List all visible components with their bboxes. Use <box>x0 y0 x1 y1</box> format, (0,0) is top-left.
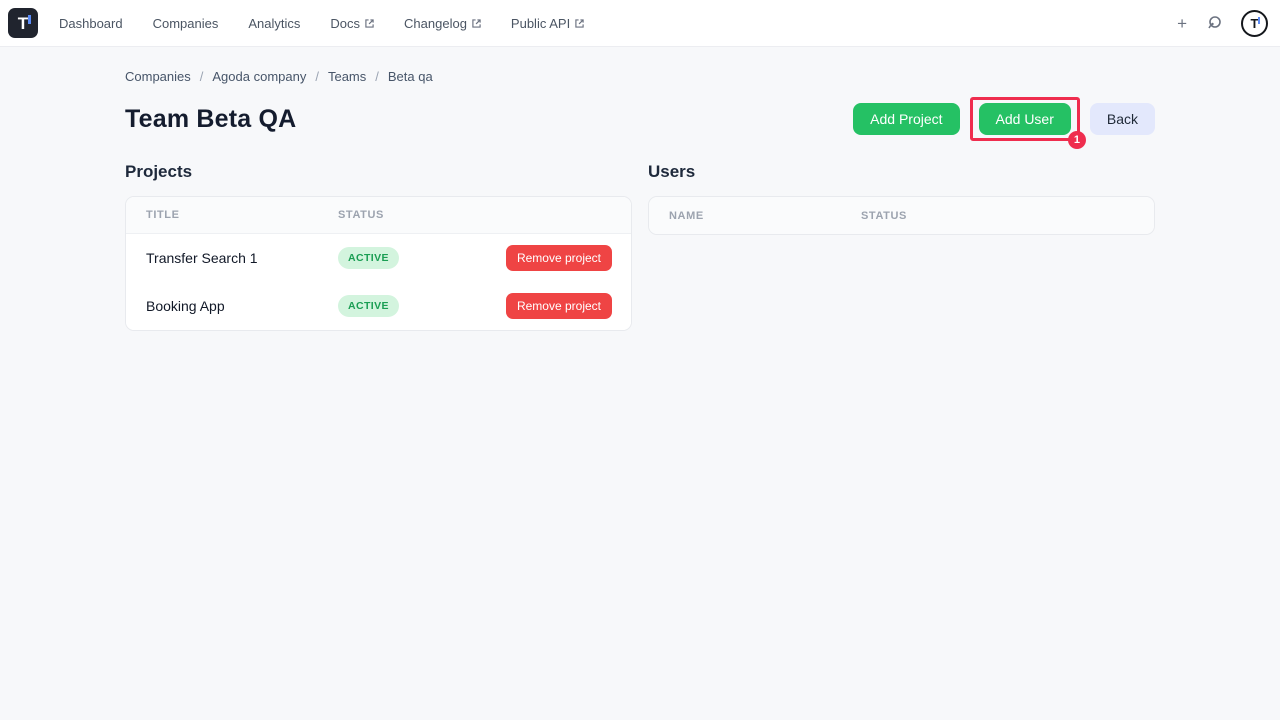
column-header-status: STATUS <box>861 209 907 222</box>
logo-accent <box>28 15 31 24</box>
users-table-header: NAME STATUS <box>649 197 1154 234</box>
table-row: Transfer Search 1 ACTIVE Remove project <box>126 234 631 282</box>
breadcrumb-agoda-company[interactable]: Agoda company <box>212 69 307 84</box>
page-actions: Add Project Add User 1 Back <box>853 97 1155 149</box>
app-logo[interactable]: T <box>8 8 38 38</box>
users-table: NAME STATUS <box>648 196 1155 235</box>
breadcrumb-teams[interactable]: Teams <box>327 69 367 84</box>
annotation-badge: 1 <box>1067 131 1086 149</box>
breadcrumb-separator: / <box>375 69 379 84</box>
breadcrumb-separator: / <box>199 69 204 84</box>
projects-table: TITLE STATUS Transfer Search 1 ACTIVE Re… <box>125 196 632 331</box>
column-header-name: NAME <box>669 209 704 222</box>
logo-letter: T <box>17 13 29 33</box>
projects-table-header: TITLE STATUS <box>126 197 631 234</box>
sections: Projects TITLE STATUS Transfer Search 1 … <box>125 162 1155 331</box>
nav-item-companies[interactable]: Companies <box>152 15 219 31</box>
column-header-status: STATUS <box>338 209 384 221</box>
top-navbar: T Dashboard Companies Analytics Docs Cha… <box>0 0 1280 47</box>
project-title: Transfer Search 1 <box>146 250 258 266</box>
nav-item-dashboard[interactable]: Dashboard <box>59 15 123 31</box>
users-section: Users NAME STATUS <box>648 162 1155 331</box>
project-title: Booking App <box>146 298 225 314</box>
avatar-accent <box>1258 16 1260 24</box>
avatar-letter: T <box>1250 15 1259 31</box>
status-badge: ACTIVE <box>338 247 399 269</box>
search-icon[interactable] <box>1206 15 1222 31</box>
projects-section: Projects TITLE STATUS Transfer Search 1 … <box>125 162 632 331</box>
page-title: Team Beta QA <box>125 104 297 133</box>
nav-item-analytics[interactable]: Analytics <box>248 15 301 31</box>
add-project-button[interactable]: Add Project <box>853 103 960 135</box>
projects-heading: Projects <box>125 162 193 181</box>
external-link-icon <box>575 18 584 28</box>
nav-item-docs[interactable]: Docs <box>330 16 374 31</box>
add-user-button[interactable]: Add User <box>978 103 1071 135</box>
plus-icon[interactable]: + <box>1177 13 1187 33</box>
external-link-icon <box>472 18 481 28</box>
external-link-icon <box>365 18 374 28</box>
remove-project-button[interactable]: Remove project <box>505 245 612 271</box>
users-heading: Users <box>648 162 696 181</box>
breadcrumb-separator: / <box>315 69 319 84</box>
main-content: Companies / Agoda company / Teams / Beta… <box>125 69 1155 331</box>
breadcrumb-beta-qa[interactable]: Beta qa <box>387 69 433 84</box>
user-avatar[interactable]: T <box>1241 9 1268 37</box>
nav-item-changelog[interactable]: Changelog <box>404 16 481 31</box>
remove-project-button[interactable]: Remove project <box>505 293 612 319</box>
title-row: Team Beta QA Add Project Add User 1 Back <box>125 97 1155 149</box>
navbar-right: + T <box>1177 9 1268 37</box>
column-header-title: TITLE <box>146 209 180 221</box>
breadcrumb-companies[interactable]: Companies <box>125 69 191 84</box>
breadcrumb: Companies / Agoda company / Teams / Beta… <box>125 69 1155 84</box>
table-row: Booking App ACTIVE Remove project <box>126 282 631 330</box>
annotation-highlight-box: Add User 1 <box>969 97 1086 149</box>
nav-item-public-api[interactable]: Public API <box>511 16 584 31</box>
status-badge: ACTIVE <box>338 295 399 317</box>
back-button[interactable]: Back <box>1089 103 1155 135</box>
primary-nav: Dashboard Companies Analytics Docs Chang… <box>59 16 584 31</box>
